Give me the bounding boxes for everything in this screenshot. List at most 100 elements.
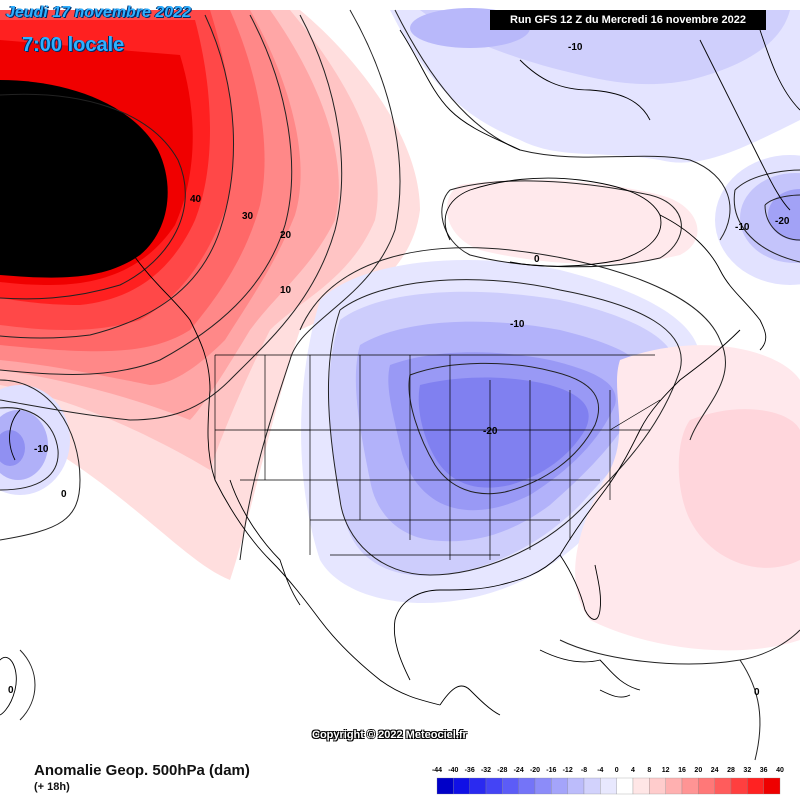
legend-tick-label: 12 <box>662 767 670 774</box>
legend-swatch <box>747 777 764 795</box>
legend-swatch <box>698 777 715 795</box>
gulf-coast <box>393 554 561 681</box>
contour-label-20: 20 <box>280 230 292 241</box>
contour-50 <box>0 93 186 300</box>
contour-label-pacific-0: 0 <box>61 489 67 500</box>
legend-tick-label: -40 <box>448 767 458 774</box>
map-variable-title: Anomalie Geop. 500hPa (dam) <box>34 762 250 779</box>
model-run-label: Run GFS 12 Z du Mercredi 16 novembre 202… <box>490 10 766 30</box>
contour-label-center: -20 <box>483 426 498 437</box>
contour-atl-minus20 <box>764 194 800 241</box>
legend-tick-label: 24 <box>711 767 719 774</box>
contour-label-atl: -10 <box>735 222 750 233</box>
legend-swatch <box>665 777 683 795</box>
legend-tick-label: 28 <box>727 767 735 774</box>
legend-swatch <box>600 777 617 795</box>
contour-label-arctic: -10 <box>568 42 583 53</box>
contour-30 <box>0 14 293 375</box>
legend-tick-label: -8 <box>581 767 587 774</box>
contour-0-sw <box>19 649 36 721</box>
legend-tick-label: -28 <box>497 767 507 774</box>
anomaly-legend: -44 -40 -36 -32 -28 -24 -20 -16 -12 -8 -4 0 4 8 12 16 20… <box>432 767 784 795</box>
contour-label-east: 0 <box>754 687 760 698</box>
legend-tick-label: 8 <box>647 767 651 774</box>
legend-tick-label: -4 <box>597 767 603 774</box>
legend-tick-label: 20 <box>694 767 702 774</box>
legend-tick-label: -36 <box>465 767 475 774</box>
contour-minus10 <box>327 279 682 576</box>
contour-minus20 <box>408 362 600 495</box>
contour-0-east <box>739 659 761 761</box>
legend-swatch <box>485 777 503 795</box>
legend-swatch <box>534 777 552 795</box>
arctic-islands <box>399 29 521 151</box>
contour-0-north <box>394 9 731 241</box>
pacific-island <box>0 657 17 716</box>
legend-tick-label: -32 <box>481 767 491 774</box>
greenland-east <box>759 29 800 111</box>
caribbean-2 <box>599 689 631 698</box>
central-america <box>439 685 501 716</box>
legend-swatch <box>502 777 519 795</box>
legend-tick-label: 4 <box>631 767 635 774</box>
legend-swatch <box>469 777 487 795</box>
legend-swatch <box>632 777 650 795</box>
contour-40 <box>0 14 235 339</box>
contour-0-loop <box>299 247 726 441</box>
forecast-time-label: 7:00 locale <box>22 34 125 56</box>
arctic-islands-2 <box>519 59 651 121</box>
atlantic-positive-anomaly <box>575 345 800 651</box>
contour-label-sw: 0 <box>8 685 14 696</box>
legend-tick-label: -44 <box>432 767 442 774</box>
legend-tick-label: 0 <box>615 767 619 774</box>
legend-swatch <box>436 777 454 795</box>
contour-10 <box>239 9 401 561</box>
contour-label-40: 40 <box>190 194 202 205</box>
arctic-negative-anomaly <box>390 8 800 163</box>
legend-tick-label: 16 <box>678 767 686 774</box>
contour-label-atl-low: -20 <box>775 216 790 227</box>
legend-tick-label: 36 <box>760 767 768 774</box>
positive-anomaly-ridge <box>0 10 420 580</box>
caribbean <box>539 649 641 691</box>
contour-label-hudson: 0 <box>534 254 540 265</box>
contour-0-south <box>559 629 800 665</box>
legend-tick-label: 40 <box>776 767 784 774</box>
contour-label-pacific: -10 <box>34 444 49 455</box>
legend-tick-label: -24 <box>514 767 524 774</box>
legend-swatch <box>567 777 585 795</box>
us-state-borders <box>214 354 661 560</box>
greenland-west <box>699 39 791 211</box>
legend-swatch <box>681 777 699 795</box>
contour-label-lakes: -10 <box>510 319 525 330</box>
trough-negative-anomaly <box>301 260 700 604</box>
contour-labels: 40 30 20 10 -10 0 -10 -20 -10 0 -10 -20 … <box>8 42 790 698</box>
legend-swatch <box>453 777 470 795</box>
contour-20 <box>0 14 343 421</box>
florida <box>559 554 601 620</box>
contour-pac-minus10 <box>0 407 59 491</box>
west-coast <box>129 249 441 706</box>
legend-swatch <box>730 777 748 795</box>
pacific-coast-hint <box>9 409 21 461</box>
contour-lines <box>0 9 800 761</box>
legend-swatch <box>518 777 536 795</box>
forecast-date-label: Jeudi 17 novembre 2022 <box>6 4 191 21</box>
legend-swatch <box>763 777 781 795</box>
anomaly-fields <box>0 8 800 651</box>
coastlines <box>0 29 800 716</box>
legend-tick-label: 32 <box>743 767 751 774</box>
legend-swatch <box>551 777 568 795</box>
forecast-lead-time: (+ 18h) <box>34 781 70 793</box>
hudson-positive-anomaly <box>446 179 698 265</box>
legend-tick-label: -16 <box>546 767 556 774</box>
copyright-label: Copyright © 2022 Meteociel.fr <box>312 729 467 741</box>
legend-swatch <box>583 777 601 795</box>
legend-swatch <box>649 777 666 795</box>
baja <box>229 479 301 606</box>
legend-tick-label: -20 <box>530 767 540 774</box>
labrador <box>659 214 767 351</box>
contour-pac-0 <box>0 379 81 541</box>
